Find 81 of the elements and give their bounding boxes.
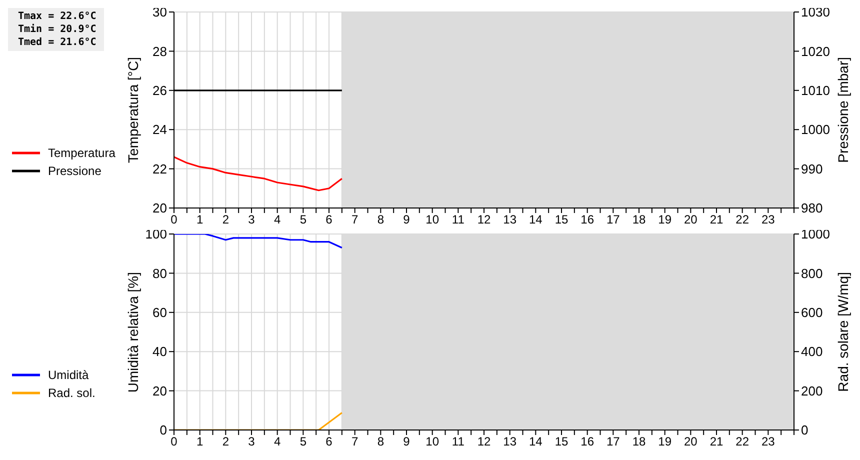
x-tick-label: 23 [761,212,776,227]
x-tick-label: 1 [196,434,204,449]
text: Tmed = 21.6°C [18,36,96,49]
x-tick-label: 1 [196,212,204,227]
y2-tick-label: 1020 [801,44,830,59]
x-tick-label: 20 [684,434,698,449]
x-tick-label: 10 [426,434,440,449]
y2-tick-label: 600 [801,305,823,320]
x-tick-label: 0 [170,434,178,449]
y2-tick-label: 400 [801,344,823,360]
x-tick-label: 6 [326,212,333,227]
x-tick-label: 11 [452,434,465,449]
x-tick-label: 4 [274,212,281,227]
x-tick-label: 8 [377,212,384,227]
x-tick-label: 15 [554,212,568,227]
y-tick-label: 26 [152,83,167,98]
y2-axis-title: Pressione [mbar] [834,57,852,163]
x-tick-label: 2 [222,434,230,449]
y-tick-label: 0 [160,422,167,438]
x-tick-label: 5 [300,212,307,227]
y-tick-label: 80 [152,266,167,281]
x-tick-label: 23 [761,434,776,449]
x-tick-label: 7 [351,212,358,227]
x-tick-label: 17 [606,212,620,227]
x-tick-label: 12 [477,434,491,449]
x-tick-label: 4 [274,434,281,449]
y2-tick-label: 200 [801,383,823,398]
x-tick-label: 18 [632,212,646,227]
y-axis-title: Temperatura [°C] [124,57,142,163]
x-tick-label: 16 [580,212,594,227]
legend-label: Umidità [48,368,89,382]
y-tick-label: 40 [152,344,167,360]
y-tick-label: 20 [152,200,167,216]
legend-label: Pressione [48,164,102,178]
line-series [174,156,343,192]
x-tick-label: 11 [452,212,465,227]
legend-label: Rad. sol. [48,386,96,400]
x-tick-label: 0 [170,212,178,227]
y2-tick-label: 1010 [801,83,830,98]
x-tick-label: 8 [377,434,384,449]
x-tick-label: 9 [403,212,410,227]
legend-label: Temperatura [48,146,116,160]
x-tick-label: 18 [632,434,646,449]
x-tick-label: 12 [477,212,491,227]
y-tick-label: 20 [152,383,167,398]
x-tick-label: 13 [503,434,517,449]
x-tick-label: 22 [736,434,750,449]
x-tick-label: 20 [684,212,698,227]
x-tick-label: 2 [222,212,230,227]
x-tick-label: 16 [580,434,594,449]
line-series [174,234,343,249]
text: Tmin = 20.9°C [18,23,96,36]
x-tick-label: 13 [503,212,517,227]
x-tick-label: 10 [426,212,440,227]
y2-tick-label: 0 [801,422,808,438]
y-tick-label: 22 [152,161,167,176]
y-tick-label: 28 [152,44,167,59]
text: Tmax = 22.6°C [18,10,96,23]
x-tick-label: 9 [403,434,410,449]
x-tick-label: 7 [351,434,358,449]
x-tick-label: 17 [606,434,620,449]
x-tick-label: 15 [554,434,568,449]
x-tick-label: 3 [248,212,256,227]
x-tick-label: 5 [300,434,307,449]
y-axis-title: Umidità relativa [%] [124,272,142,392]
y2-tick-label: 980 [801,200,823,216]
x-tick-label: 14 [528,434,543,449]
x-tick-label: 6 [326,434,333,449]
x-tick-label: 21 [710,434,724,449]
y2-tick-label: 1000 [801,122,830,138]
x-tick-label: 21 [710,212,724,227]
y2-tick-label: 800 [801,266,823,281]
x-tick-label: 3 [248,434,256,449]
x-tick-label: 19 [658,434,672,449]
x-tick-label: 22 [736,212,750,227]
y-tick-label: 60 [152,305,167,320]
x-tick-label: 14 [528,212,543,227]
y2-tick-label: 990 [801,161,823,176]
x-tick-label: 19 [658,212,672,227]
y-tick-label: 24 [152,122,167,138]
y2-axis-title: Rad. solare [W/mq] [834,272,852,392]
